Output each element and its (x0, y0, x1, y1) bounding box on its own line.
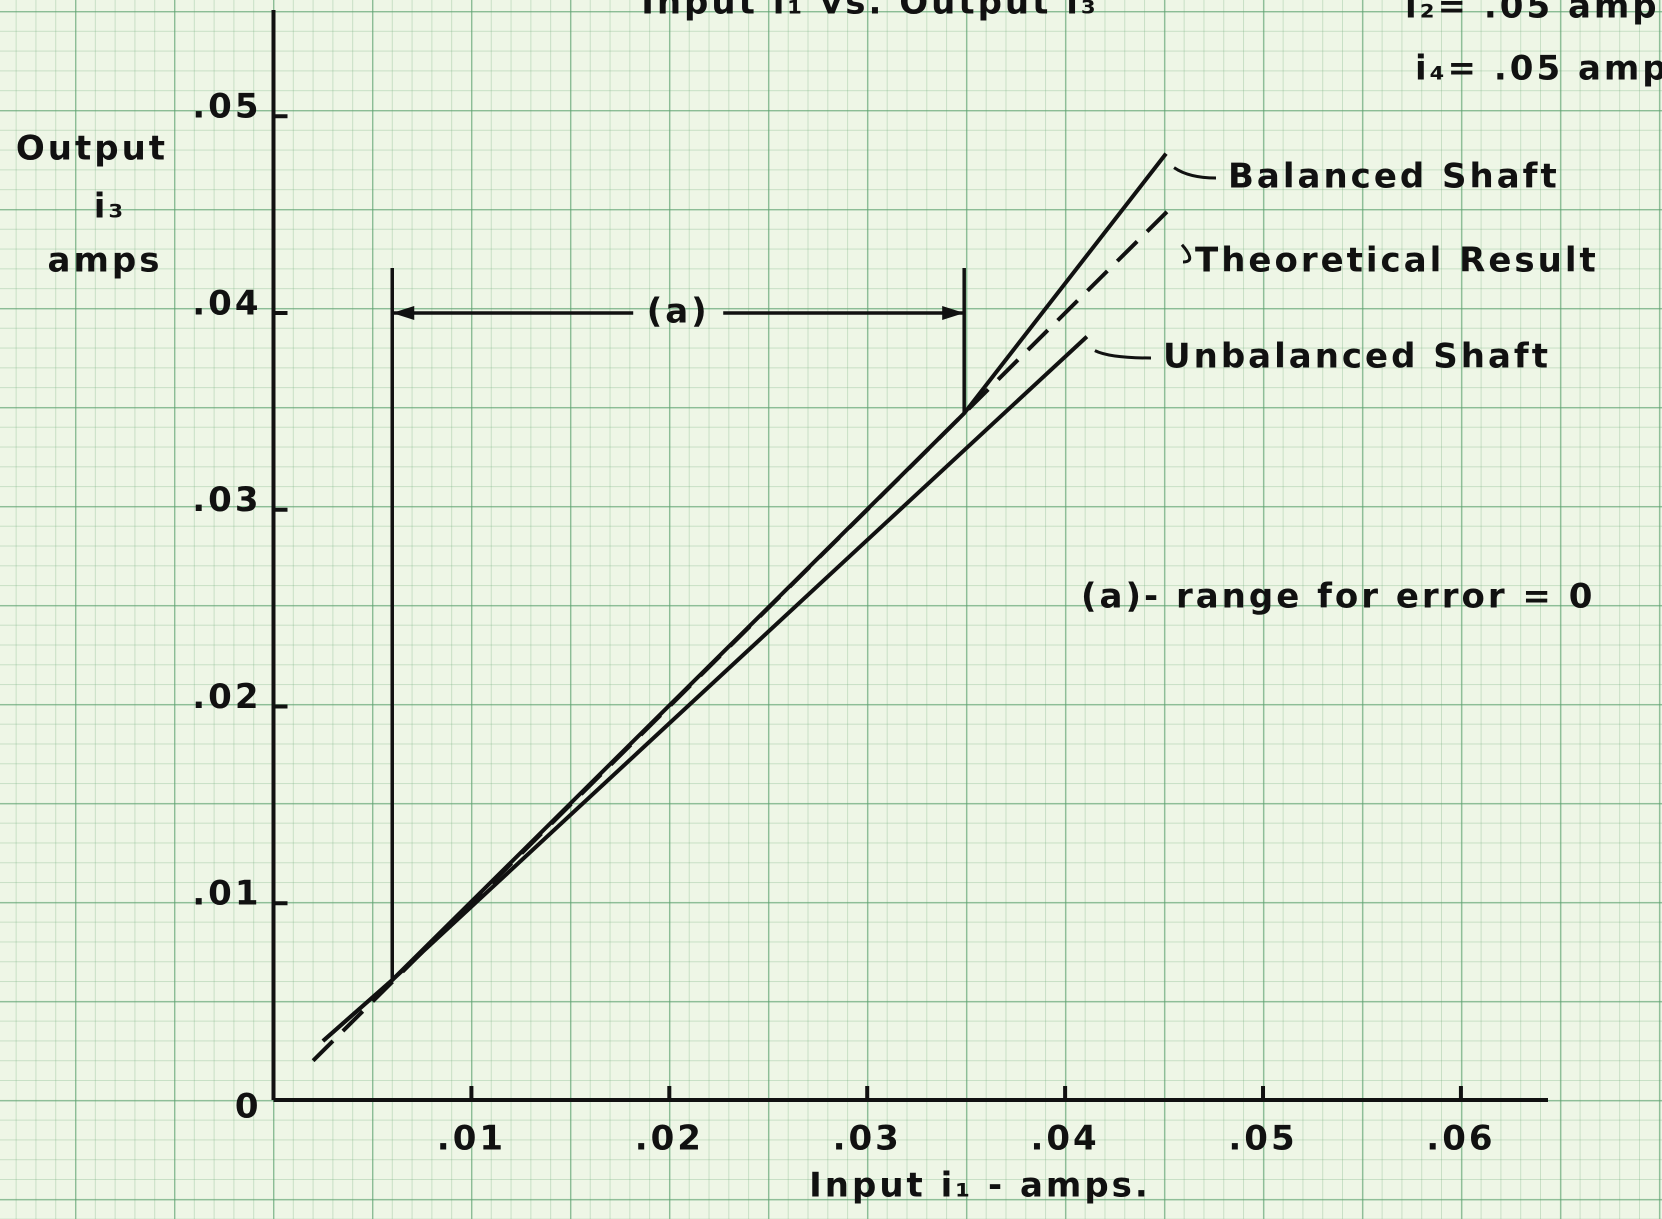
condition: i₄= .05 amp (1415, 49, 1662, 89)
chart: Input i₁ vs. Output i₃ i₂= .05 amp i₄= .… (0, 0, 1662, 1219)
x-tick-label: .06 (1426, 1119, 1495, 1159)
x-tick-label: .03 (833, 1119, 902, 1159)
series-line (323, 337, 1087, 1041)
x-tick-label: .04 (1030, 1119, 1099, 1159)
x-tick-label: .05 (1228, 1119, 1297, 1159)
y-tick-label: .02 (192, 677, 261, 717)
y-tick-label: .01 (192, 874, 261, 914)
series-line (323, 154, 1166, 1041)
arrow-head (392, 306, 414, 320)
condition: i₂= .05 amp (1405, 0, 1660, 27)
range-label: (a) (647, 291, 710, 331)
series-label: Theoretical Result (1195, 241, 1599, 281)
y-tick-label: .05 (192, 87, 261, 127)
series-label: Balanced Shaft (1228, 157, 1560, 197)
x-axis-label: Input i₁ - amps. (809, 1166, 1151, 1206)
y-axis-label: amps (48, 241, 163, 281)
y-axis-label: Output (16, 129, 168, 169)
x-tick-label: .02 (635, 1119, 704, 1159)
leader (1095, 351, 1151, 358)
leader (1174, 168, 1216, 178)
series-label: Unbalanced Shaft (1163, 337, 1551, 377)
y-tick-label: 0 (235, 1087, 262, 1127)
y-tick-label: .04 (192, 283, 261, 323)
arrow-head (942, 306, 964, 320)
chart-title: Input i₁ vs. Output i₃ (641, 0, 1099, 23)
y-tick-label: .03 (192, 480, 261, 520)
y-axis-label: i₃ (94, 187, 127, 227)
x-tick-label: .01 (437, 1119, 506, 1159)
graph-paper: Input i₁ vs. Output i₃ i₂= .05 amp i₄= .… (0, 0, 1662, 1219)
leader (1182, 245, 1190, 262)
note: (a)- range for error = 0 (1081, 577, 1595, 617)
